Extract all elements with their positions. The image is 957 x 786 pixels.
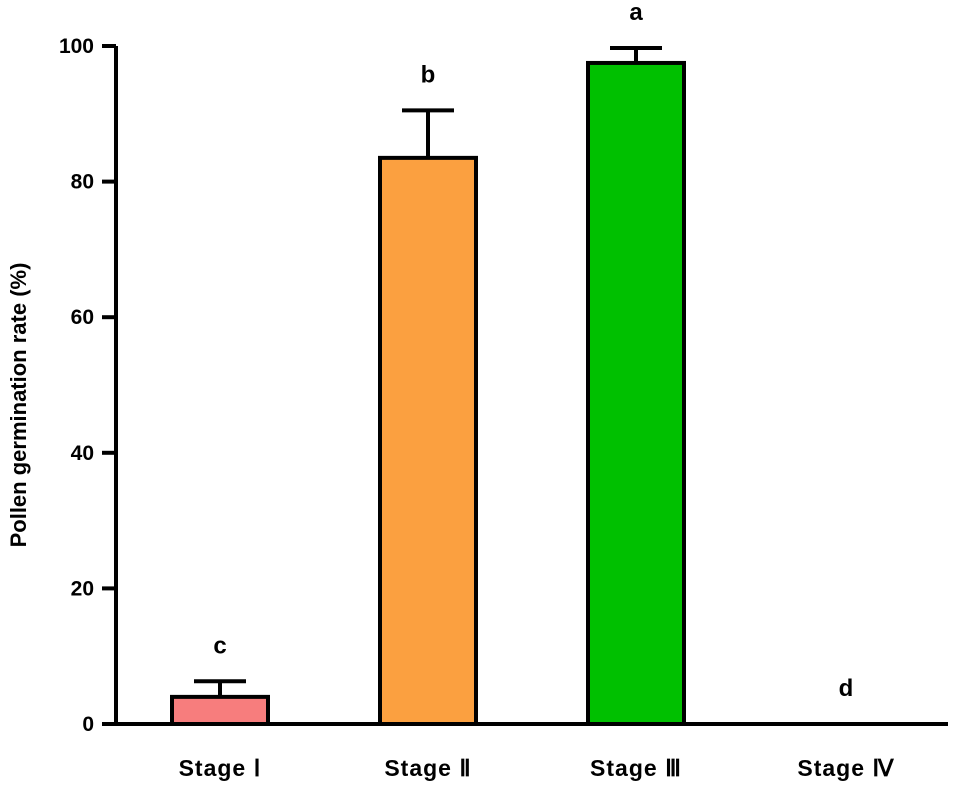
- bars: [170, 60, 686, 727]
- y-axis-title: Pollen germination rate (%): [6, 263, 31, 548]
- x-category-label: Stage Ⅱ: [384, 755, 471, 781]
- y-ticks: 0 20 40 60 80 100: [59, 35, 116, 736]
- y-tick-label: 40: [71, 442, 94, 465]
- significance-label: b: [421, 61, 436, 88]
- x-category-label: Stage Ⅳ: [797, 755, 894, 781]
- error-bars: [194, 46, 662, 697]
- significance-labels: c b a d: [213, 0, 853, 702]
- y-tick-label: 20: [71, 577, 94, 600]
- significance-label: d: [839, 675, 854, 702]
- x-category-label: Stage Ⅲ: [590, 755, 682, 781]
- axes: [114, 46, 948, 726]
- y-tick-label: 80: [71, 171, 94, 194]
- significance-label: a: [629, 0, 643, 26]
- y-tick-label: 100: [59, 35, 94, 58]
- bar: [170, 694, 270, 727]
- x-category-label: Stage Ⅰ: [179, 755, 262, 781]
- significance-label: c: [213, 632, 226, 659]
- bar: [586, 60, 686, 726]
- y-tick-label: 0: [82, 713, 94, 736]
- bar: [378, 155, 478, 726]
- y-tick-label: 60: [71, 306, 94, 329]
- category-labels: Stage Ⅰ Stage Ⅱ Stage Ⅲ Stage Ⅳ: [179, 755, 894, 781]
